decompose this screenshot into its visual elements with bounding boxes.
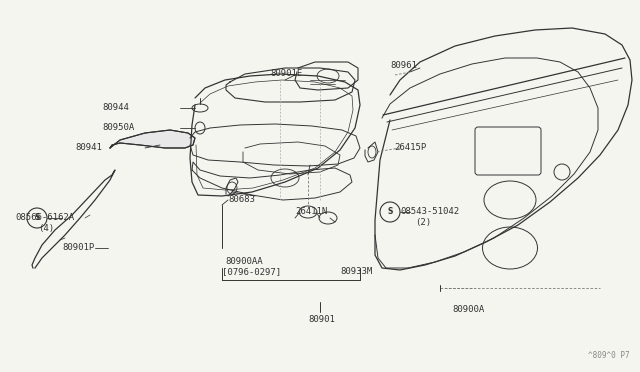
Text: [0796-0297]: [0796-0297] xyxy=(222,267,281,276)
Text: 80950A: 80950A xyxy=(102,124,134,132)
Text: (2): (2) xyxy=(415,218,431,227)
Text: 80933M: 80933M xyxy=(340,267,372,276)
Polygon shape xyxy=(110,130,195,148)
Text: (4): (4) xyxy=(38,224,54,232)
Text: 80900A: 80900A xyxy=(452,305,484,314)
Text: 08566-6162A: 08566-6162A xyxy=(15,214,74,222)
Text: 80900AA: 80900AA xyxy=(225,257,262,266)
Text: 26411N: 26411N xyxy=(295,208,327,217)
Text: 26415P: 26415P xyxy=(394,144,426,153)
Text: S: S xyxy=(387,208,393,217)
Text: 80901P: 80901P xyxy=(62,244,94,253)
Text: 80961: 80961 xyxy=(390,61,417,70)
Text: 08543-51042: 08543-51042 xyxy=(400,208,459,217)
Text: 80683: 80683 xyxy=(228,196,255,205)
Text: 80941: 80941 xyxy=(75,144,102,153)
Text: 80901E: 80901E xyxy=(270,70,302,78)
Text: 80901: 80901 xyxy=(308,315,335,324)
Text: S: S xyxy=(35,214,40,222)
Text: ^809^0 P7: ^809^0 P7 xyxy=(588,351,630,360)
Text: 80944: 80944 xyxy=(102,103,129,112)
